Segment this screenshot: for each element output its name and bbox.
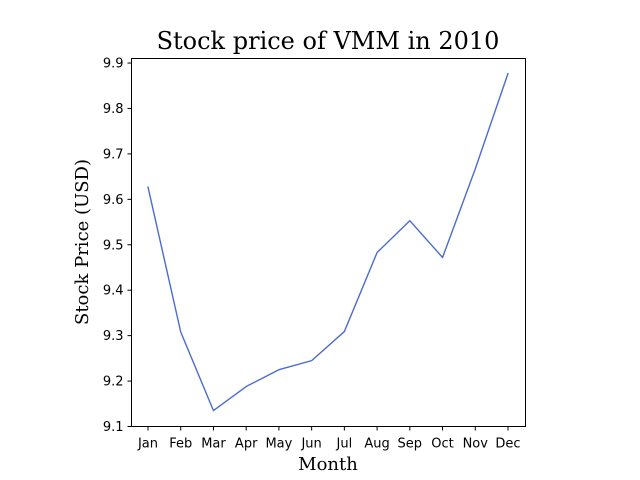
series-layer [147,72,509,412]
x-tick-label: Jan [137,437,158,452]
y-tick-label: 9.6 [103,193,124,208]
chart-title: Stock price of VMM in 2010 [157,27,500,55]
series-line [147,72,509,412]
y-tick-label: 9.1 [103,420,124,435]
x-tick-label: Aug [364,437,389,452]
x-tick-label: Jun [300,437,321,452]
y-axis: 9.1 9.2 9.3 9.4 9.5 9.6 9.7 9.8 9.9 [103,57,132,435]
x-axis: Jan Feb Mar Apr May Jun Jul Aug Sep Oct Nov Dec [137,426,521,452]
x-tick-label: Sep [398,437,423,452]
x-tick-label: Mar [201,437,226,452]
x-tick-label: Apr [235,437,258,452]
y-tick-label: 9.4 [103,284,124,299]
x-tick-label: Feb [169,437,192,452]
y-tick-label: 9.5 [103,238,124,253]
x-tick-label: Jul [336,437,353,452]
plot-area: 9.1 9.2 9.3 9.4 9.5 9.6 9.7 9.8 9.9 Jan Feb Mar Apr… [103,57,526,452]
x-tick-label: Oct [431,437,453,452]
plot-frame [131,58,526,427]
x-tick-label: Dec [495,437,520,452]
y-tick-label: 9.3 [103,329,124,344]
y-axis-label: Stock Price (USD) [72,159,93,325]
x-tick-label: May [265,437,292,452]
y-tick-label: 9.9 [103,57,124,72]
x-tick-label: Nov [463,437,489,452]
y-tick-label: 9.8 [103,102,124,117]
y-tick-label: 9.7 [103,147,124,162]
x-axis-label: Month [298,454,358,475]
y-tick-label: 9.2 [103,375,124,390]
